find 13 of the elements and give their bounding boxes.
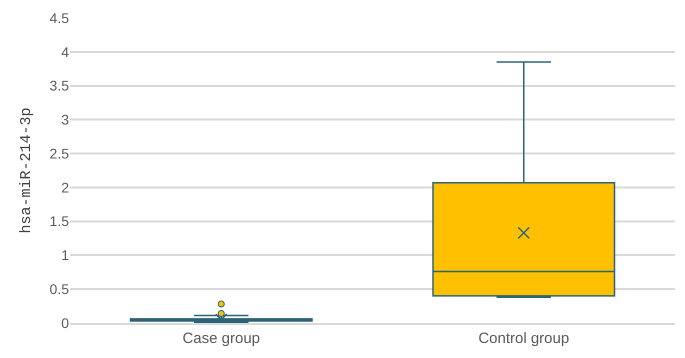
y-tick-label: 3.5	[50, 78, 70, 94]
x-tick-label: Control group	[478, 330, 570, 347]
y-tick-label: 0	[61, 314, 70, 331]
y-tick-label: 4	[61, 44, 70, 60]
y-tick-label: 4.5	[50, 10, 70, 26]
y-tick-label: 2	[61, 179, 70, 196]
y-tick-label: 1	[61, 247, 70, 264]
y-tick-label: 2.5	[50, 145, 70, 162]
y-tick-label: 1.5	[50, 213, 70, 230]
y-tick-label: 3	[61, 112, 70, 128]
y-tick-label: 0.5	[50, 281, 70, 298]
y-axis-title: hsa-miR-214-3p	[18, 107, 35, 234]
x-tick-label: Case group	[182, 330, 260, 347]
